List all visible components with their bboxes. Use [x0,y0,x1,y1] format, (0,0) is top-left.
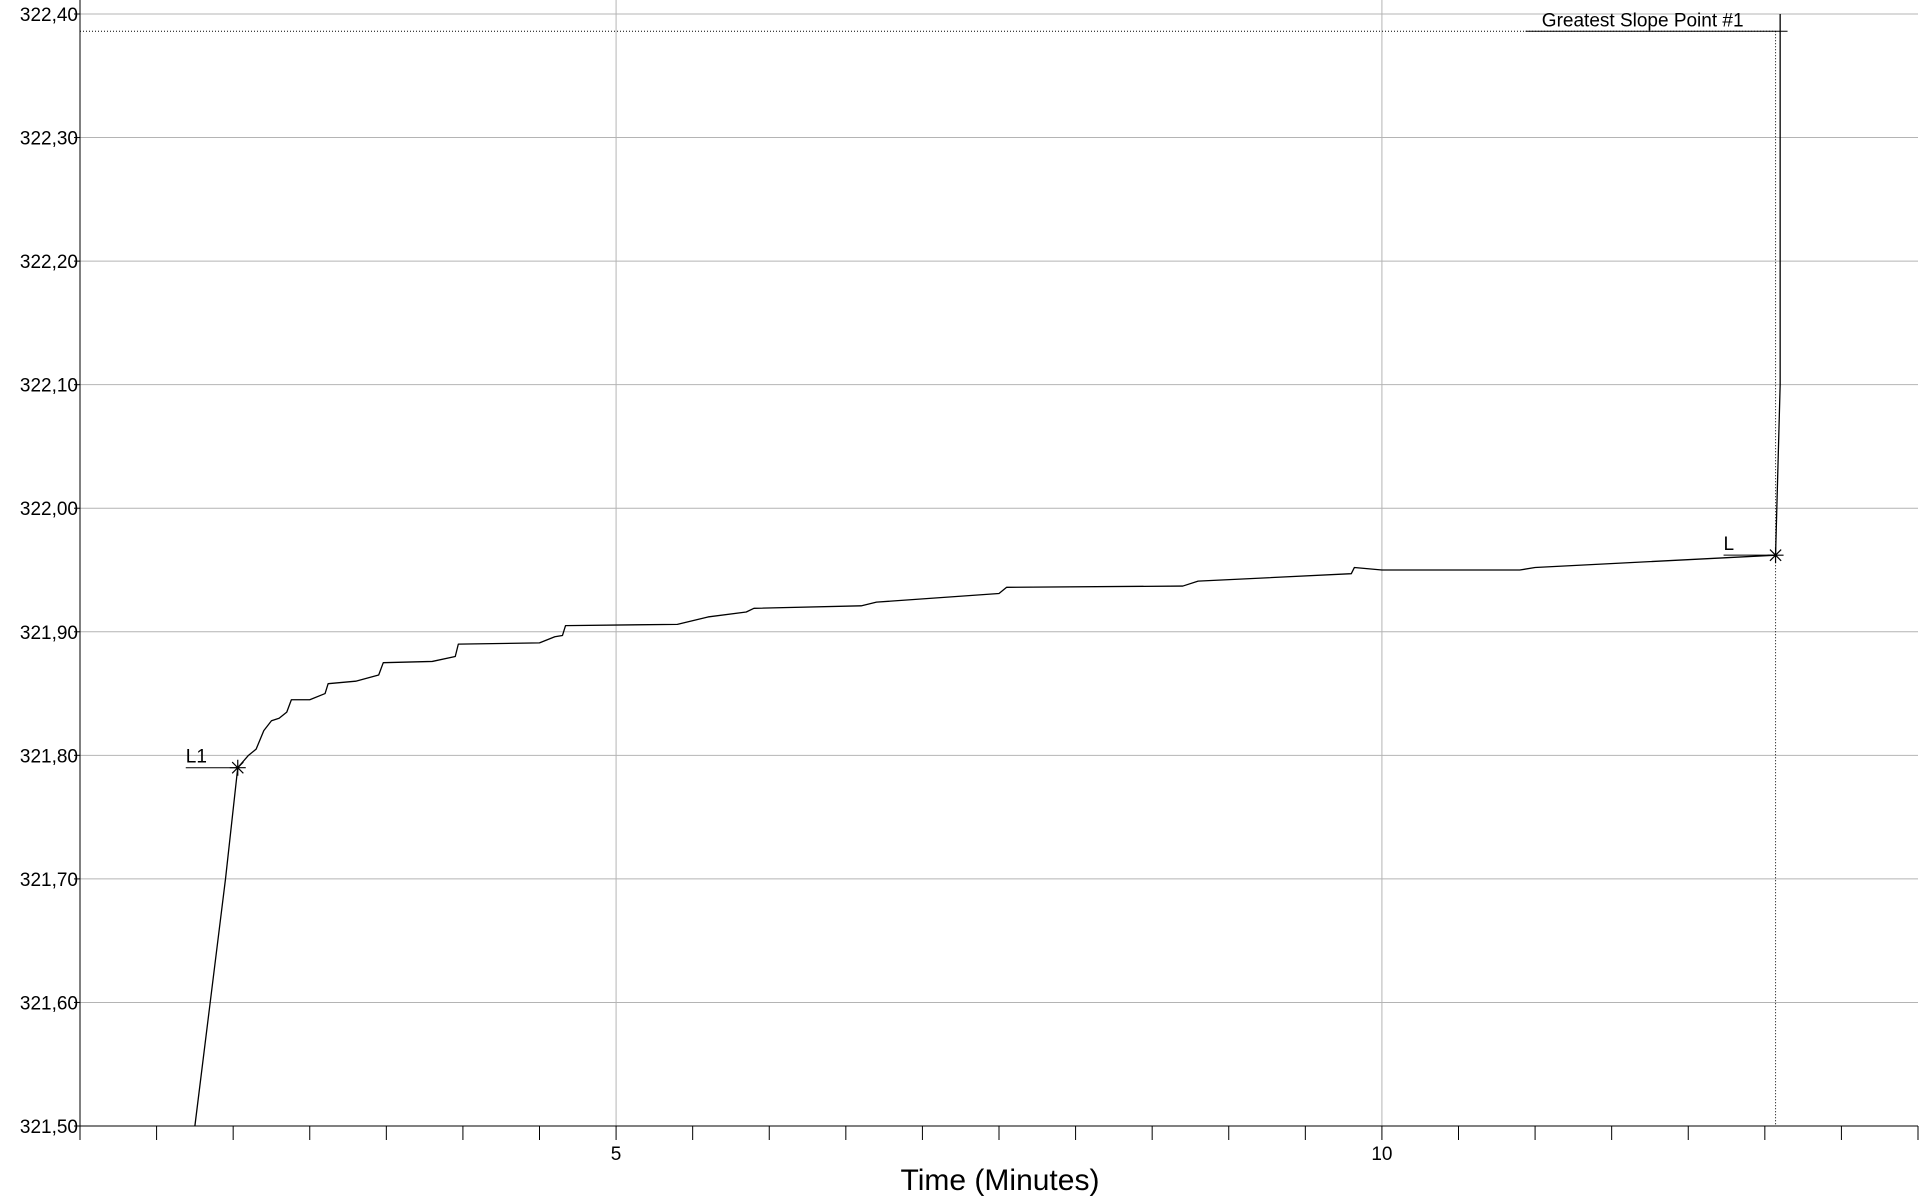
x-axis-title: Time (Minutes) [901,1164,1100,1197]
y-tick-label: 322,40 [20,5,78,26]
marker-layer: L1 L [185,534,1784,776]
marker-star-icon [229,759,246,776]
x-tick-label: 10 [1371,1144,1392,1165]
greatest-slope-reference-lines: Greatest Slope Point #1 [80,10,1788,1126]
y-tick-label: 322,30 [20,129,78,150]
y-tick-label: 321,50 [20,1117,78,1138]
axes: 321,50 321,60 321,70 321,80 321,90 322,00 322,… [20,0,1919,1165]
series-line-0 [194,14,1781,1127]
series-layer [194,14,1781,1127]
y-tick-label: 321,80 [20,746,78,767]
marker-star-icon [1767,547,1784,564]
y-tick-label: 321,70 [20,870,78,891]
marker-label: L [1724,534,1735,555]
marker-l: L [1723,534,1784,564]
x-tick-label: 5 [611,1144,622,1165]
marker-label: L1 [186,747,207,768]
grid [80,0,1918,1127]
y-tick-label: 322,00 [20,499,78,520]
marker-l1: L1 [185,747,246,776]
y-tick-label: 321,90 [20,623,78,644]
greatest-slope-label: Greatest Slope Point #1 [1542,10,1744,31]
y-tick-label: 322,10 [20,376,78,397]
y-tick-label: 322,20 [20,252,78,273]
y-tick-label: 321,60 [20,993,78,1014]
